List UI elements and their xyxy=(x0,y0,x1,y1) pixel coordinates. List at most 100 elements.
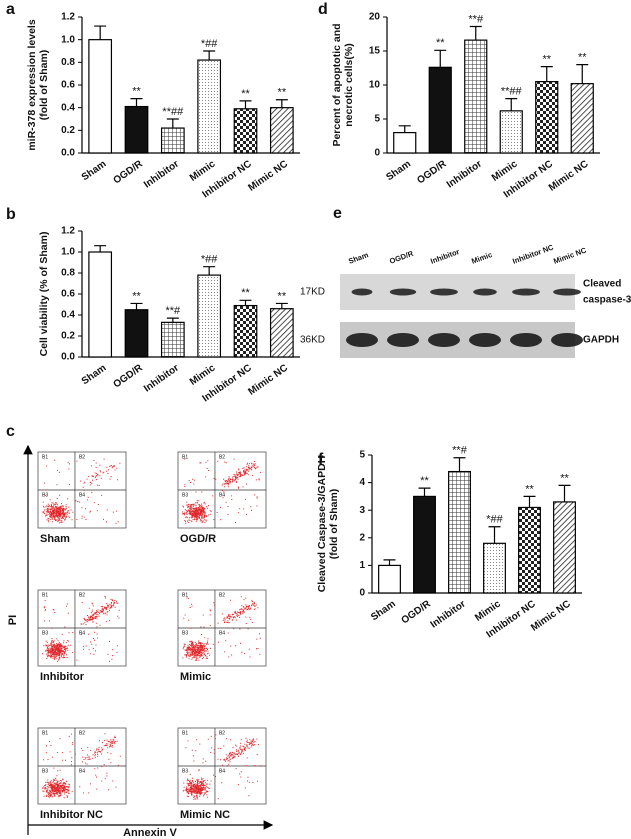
row-name: GAPDH xyxy=(583,335,619,346)
significance: ** xyxy=(278,87,287,99)
x-tick-label: Inhibitor xyxy=(142,363,181,395)
significance: *## xyxy=(486,514,503,526)
significance: ** xyxy=(241,287,250,299)
quadrant-label: B3 xyxy=(182,768,188,774)
flow-dots xyxy=(182,734,262,800)
bar xyxy=(88,39,113,154)
y-tick-label: 5 xyxy=(374,114,380,125)
bar xyxy=(269,107,294,154)
quadrant-label: B3 xyxy=(182,630,188,636)
row-size: 36KD xyxy=(300,335,325,346)
significance: **# xyxy=(165,305,181,317)
error-bar xyxy=(166,118,179,129)
x-tick-label: Sham xyxy=(384,159,413,184)
y-tick-label: 0.6 xyxy=(61,80,75,91)
bar xyxy=(413,495,436,594)
error-bar xyxy=(488,526,501,544)
row-name: caspase-3 xyxy=(583,295,631,306)
lane-label: Inhibitor xyxy=(429,247,460,266)
x-tick-label: Sham xyxy=(369,599,398,624)
lane-label: OGD/R xyxy=(388,249,415,266)
bar xyxy=(88,251,113,358)
x-tick-label: Inhibitor xyxy=(445,159,484,191)
significance: ** xyxy=(241,88,250,100)
error-bar xyxy=(275,99,288,108)
x-axis-label: Annexin V xyxy=(123,827,177,839)
plot-title: Mimic xyxy=(180,671,211,683)
y-axis-label: (fold of Sham) xyxy=(328,489,340,560)
x-tick-label: Mimic NC xyxy=(529,599,573,634)
bar xyxy=(393,132,417,154)
error-bar xyxy=(558,484,571,502)
lane-label: Sham xyxy=(347,250,370,266)
y-tick-label: 10 xyxy=(369,80,381,91)
y-tick-label: 1.2 xyxy=(61,226,75,237)
y-tick-label: 0 xyxy=(359,588,365,599)
error-bar xyxy=(203,50,216,61)
y-tick-label: 0.0 xyxy=(61,148,75,159)
y-tick-label: 2 xyxy=(359,532,365,543)
blot-band xyxy=(512,288,540,296)
x-tick-label: Mimic xyxy=(188,158,218,184)
y-tick-label: 3 xyxy=(359,505,365,516)
panel-label: b xyxy=(6,206,16,223)
bar xyxy=(570,83,594,154)
flow-dots xyxy=(42,733,121,799)
significance: **# xyxy=(468,13,484,25)
quadrant-label: B3 xyxy=(182,492,188,498)
bar xyxy=(464,39,488,154)
y-tick-label: 0.2 xyxy=(61,125,75,136)
x-tick-label: Sham xyxy=(80,159,109,184)
y-tick-label: 0.4 xyxy=(61,310,75,321)
flow-plot: B1B2B3B4Sham xyxy=(37,451,127,545)
error-bar xyxy=(523,495,536,508)
x-tick-label: OGD/R xyxy=(112,362,146,390)
significance: ** xyxy=(542,54,551,66)
error-bar xyxy=(469,25,482,41)
y-axis-label: Cell viability (% of Sham) xyxy=(38,232,50,357)
flow-dots xyxy=(182,458,261,524)
quadrant-label: B1 xyxy=(182,592,188,598)
error-bar xyxy=(130,302,143,310)
bar xyxy=(499,110,523,154)
blot-band xyxy=(553,288,581,296)
quadrant-label: B1 xyxy=(42,730,48,736)
y-axis-label: (fold of Sham) xyxy=(38,50,50,121)
bar xyxy=(160,321,185,358)
lane-label: Inhibitor NC xyxy=(511,242,555,265)
y-tick-label: 20 xyxy=(369,12,381,23)
bar xyxy=(124,309,149,358)
plot-title: Inhibitor NC xyxy=(40,809,103,821)
bar xyxy=(518,506,541,594)
blot-band xyxy=(351,288,373,296)
bar xyxy=(233,108,258,154)
significance: ** xyxy=(578,52,587,64)
y-tick-label: 1.0 xyxy=(61,247,75,258)
bar xyxy=(378,564,401,594)
blot-band xyxy=(428,333,460,347)
x-tick-label: OGD/R xyxy=(112,158,146,186)
quadrant-label: B4 xyxy=(79,630,85,636)
x-tick-label: Inhibitor xyxy=(142,159,181,191)
bar xyxy=(428,66,452,154)
quadrant-label: B1 xyxy=(182,454,188,460)
significance: ** xyxy=(420,475,429,487)
y-axis-label: Cleaved Caspase-3/GAPDH xyxy=(316,456,328,593)
plot-title: Mimic NC xyxy=(180,809,230,821)
x-tick-label: Sham xyxy=(80,363,109,388)
y-tick-label: 15 xyxy=(369,46,381,57)
x-tick-label: Mimic NC xyxy=(246,159,290,194)
error-bar xyxy=(434,49,447,68)
significance: ** xyxy=(436,37,445,49)
flow-plot: B1 B2 B3 B4 OGD/R xyxy=(177,451,267,545)
significance: *## xyxy=(201,254,218,266)
significance: *## xyxy=(201,38,218,50)
x-tick-label: Mimic NC xyxy=(547,159,591,194)
blot-band xyxy=(469,333,501,347)
quadrant-label: B2 xyxy=(79,454,85,460)
flow-plot: B1 B2 B3 B4 Mimic xyxy=(177,589,267,683)
error-bar xyxy=(275,302,288,309)
quadrant-label: B4 xyxy=(79,768,85,774)
bar xyxy=(197,274,222,358)
